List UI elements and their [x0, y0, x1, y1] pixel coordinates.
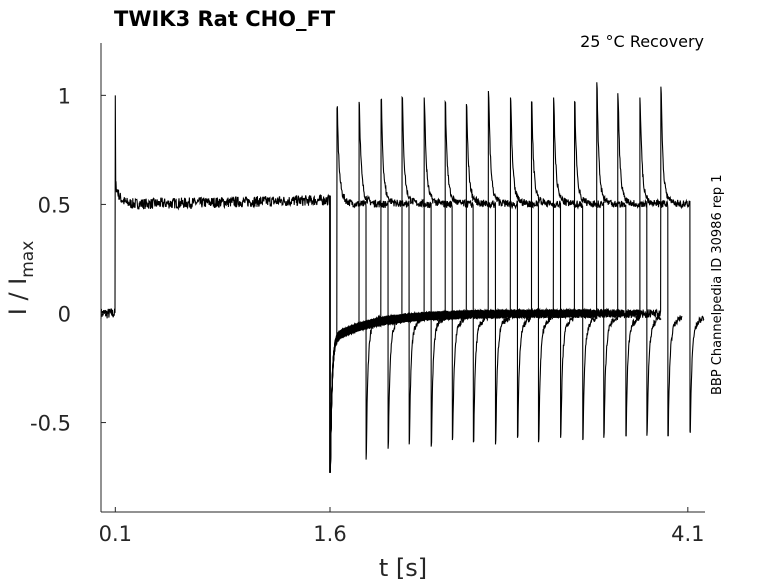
y-axis-label: I / Imax: [4, 241, 38, 316]
side-label: BBP Channelpedia ID 30986 rep 1: [710, 174, 725, 395]
y-tick-label: -0.5: [30, 412, 71, 436]
y-axis-label-sub: max: [18, 241, 38, 278]
x-axis-label: t [s]: [379, 554, 427, 582]
sweep-trace-13: [329, 82, 641, 473]
prepulse-trace: [100, 95, 331, 319]
y-ticks: 1 0.5 0 -0.5: [30, 84, 106, 436]
y-tick-label: 0.5: [38, 193, 71, 217]
sweep-trace-9: [329, 97, 554, 473]
sweep-trace-3: [329, 98, 425, 473]
y-tick-label: 1: [58, 84, 71, 108]
chart-subtitle: 25 °C Recovery: [580, 32, 704, 51]
axes: [100, 43, 705, 513]
sweep-trace-7: [329, 104, 511, 473]
chart-title: TWIK3 Rat CHO_FT: [114, 7, 336, 31]
y-axis-label-main: I / I: [4, 278, 32, 316]
sweep-trace-16: [329, 86, 705, 473]
x-tick-label: 4.1: [671, 522, 704, 546]
sweep-trace-11: [329, 97, 598, 473]
x-ticks: 0.1 1.6 4.1: [99, 507, 705, 546]
y-tick-label: 0: [58, 302, 71, 326]
x-tick-label: 0.1: [99, 522, 132, 546]
sweep-trace-5: [329, 97, 467, 473]
traces: [100, 82, 705, 473]
sweep-trace-1: [329, 106, 381, 473]
x-tick-label: 1.6: [313, 522, 346, 546]
